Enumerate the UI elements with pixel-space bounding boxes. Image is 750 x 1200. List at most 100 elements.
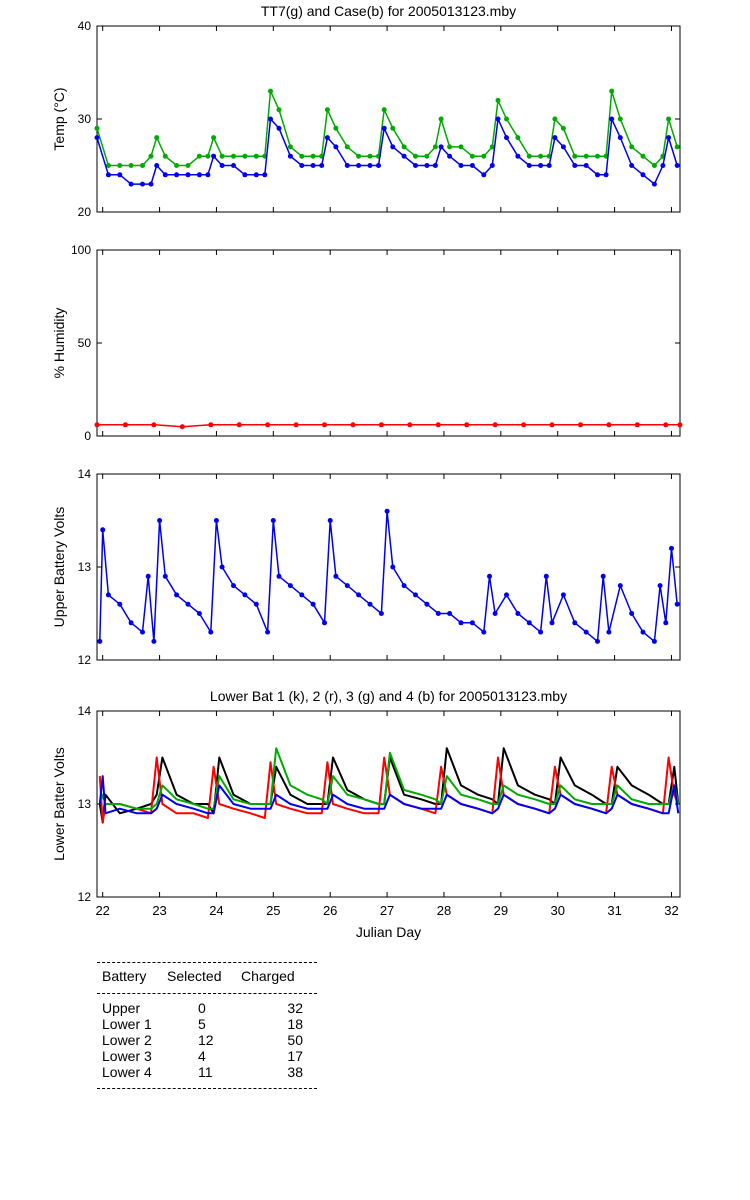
data-point [219, 153, 225, 159]
data-point [299, 163, 305, 168]
data-point [185, 172, 191, 178]
data-point [424, 153, 430, 159]
y-tick-label: 20 [78, 205, 92, 219]
data-point [128, 620, 134, 626]
data-point [162, 573, 168, 579]
data-point [464, 422, 470, 428]
data-point [196, 153, 202, 159]
header-battery: Battery [102, 968, 147, 984]
data-point [299, 153, 305, 159]
series-line-1 [97, 424, 680, 428]
data-point [640, 172, 646, 178]
data-point [492, 611, 498, 616]
row-charged: 17 [287, 1048, 303, 1064]
data-point [583, 629, 589, 635]
data-point [390, 125, 396, 131]
data-point [333, 144, 339, 150]
data-point [367, 163, 373, 168]
data-point [390, 144, 396, 150]
data-point [344, 583, 350, 589]
y-axis-label: % Humidity [51, 308, 67, 379]
data-point [253, 172, 259, 178]
data-point [674, 144, 680, 150]
data-point [666, 116, 672, 122]
series-line-2 [96, 118, 678, 185]
data-point [185, 601, 191, 607]
data-point [327, 518, 333, 523]
data-point [376, 163, 381, 168]
data-point [458, 620, 464, 626]
data-point [265, 629, 271, 635]
data-point [381, 125, 387, 131]
data-point [640, 153, 646, 159]
data-point [105, 163, 111, 168]
data-point [603, 172, 609, 178]
row-battery: Lower 3 [102, 1048, 152, 1064]
data-point [552, 135, 558, 141]
y-tick-label: 40 [78, 19, 92, 33]
data-point [356, 153, 362, 159]
data-point [319, 163, 325, 168]
data-point [268, 116, 273, 122]
data-point [413, 163, 418, 168]
y-tick-label: 50 [78, 336, 92, 350]
table-row: Lower 3 4 17 [97, 1048, 317, 1064]
y-tick-label: 14 [78, 704, 92, 718]
data-point [526, 620, 532, 626]
data-point [617, 116, 623, 122]
data-point [543, 573, 549, 579]
row-selected: 5 [198, 1016, 206, 1032]
x-tick-label: 29 [494, 903, 508, 918]
data-point [549, 422, 555, 428]
x-tick-label: 25 [266, 903, 280, 918]
data-point [560, 592, 566, 598]
chart-title: Lower Bat 1 (k), 2 (r), 3 (g) and 4 (b) … [210, 688, 567, 704]
data-point [600, 573, 606, 579]
data-point [219, 564, 225, 570]
data-point [657, 583, 663, 589]
data-point [287, 153, 293, 159]
data-point [148, 153, 154, 159]
data-point [333, 573, 339, 579]
data-point [174, 163, 180, 168]
data-point [481, 153, 487, 159]
data-point [211, 135, 217, 141]
y-axis-label: Lower Batter Volts [51, 747, 67, 861]
data-point [94, 135, 100, 141]
data-point [242, 592, 248, 598]
data-point [367, 601, 373, 607]
data-point [208, 422, 214, 428]
data-point [447, 153, 453, 159]
data-point [310, 163, 316, 168]
data-point [504, 135, 509, 141]
row-selected: 0 [198, 1000, 206, 1016]
data-point [322, 422, 327, 428]
y-tick-label: 14 [78, 467, 92, 481]
x-tick-label: 22 [95, 903, 109, 918]
data-point [231, 163, 236, 168]
data-point [205, 172, 211, 178]
data-point [629, 144, 635, 150]
data-point [140, 629, 145, 635]
data-point [174, 172, 180, 178]
data-point [276, 107, 282, 113]
x-axis-label: Julian Day [356, 924, 421, 940]
data-point [211, 153, 217, 159]
data-point [310, 153, 316, 159]
y-tick-label: 13 [78, 560, 92, 574]
data-point [538, 153, 544, 159]
data-point [609, 116, 615, 122]
data-point [157, 518, 163, 523]
row-selected: 4 [198, 1048, 206, 1064]
data-point [447, 144, 453, 150]
data-point [660, 163, 666, 168]
data-point [253, 153, 259, 159]
data-point [287, 144, 293, 150]
series-line-3 [98, 747, 680, 810]
y-tick-label: 0 [84, 429, 91, 443]
data-point [526, 163, 532, 168]
data-point [495, 116, 501, 122]
row-battery: Lower 4 [102, 1064, 152, 1080]
data-point [196, 172, 202, 178]
data-point [595, 638, 600, 644]
